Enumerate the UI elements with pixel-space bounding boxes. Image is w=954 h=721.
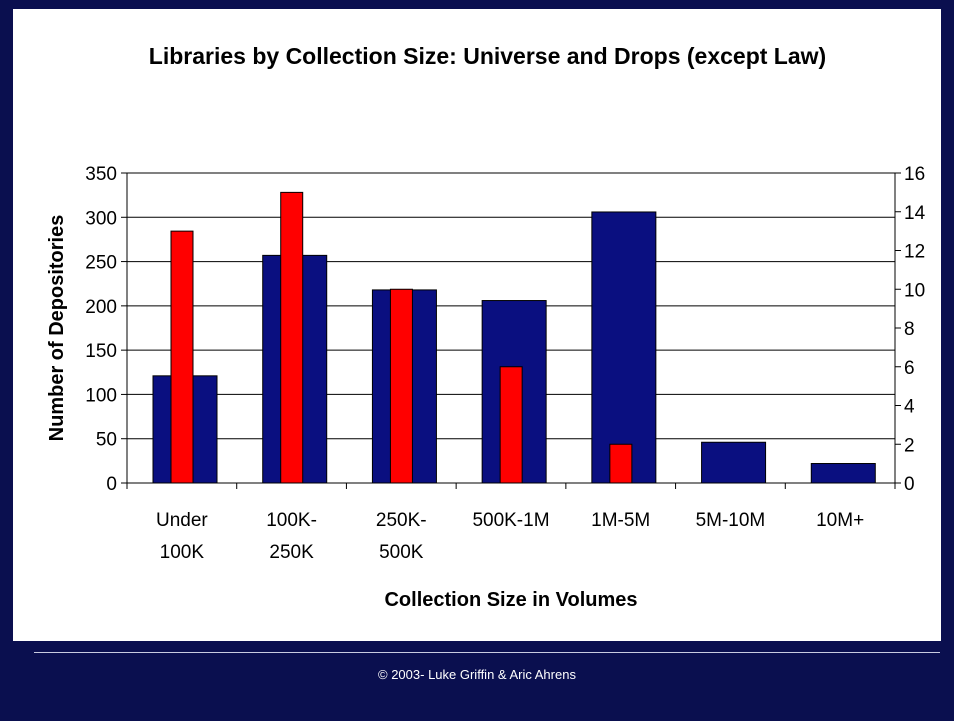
- y-tick-label-right: 8: [904, 319, 915, 340]
- x-tick-label: 500K-1M: [472, 510, 549, 531]
- y-tick-label-left: 250: [85, 253, 117, 274]
- y-axis-title: Number of Depositories: [46, 215, 68, 442]
- x-tick-label: 1M-5M: [591, 510, 650, 531]
- x-tick-label: 250K-: [376, 510, 427, 531]
- x-tick-label: 5M-10M: [696, 510, 766, 531]
- y-tick-label-right: 6: [904, 358, 915, 379]
- x-tick-label: Under: [156, 510, 208, 531]
- bar-drops: [280, 191, 304, 484]
- bar-universe: [701, 441, 767, 484]
- y-tick-label-left: 0: [106, 474, 117, 495]
- bar-drops: [609, 443, 633, 484]
- bar-drops: [170, 230, 194, 484]
- x-tick-label: 100K: [160, 542, 205, 563]
- y-tick-label-right: 4: [904, 397, 915, 418]
- y-tick-label-right: 16: [904, 164, 925, 185]
- y-tick-label-left: 200: [85, 297, 117, 318]
- copyright-text: © 2003- Luke Griffin & Aric Ahrens: [378, 667, 576, 682]
- x-tick-label: 100K-: [266, 510, 317, 531]
- y-tick-label-right: 12: [904, 242, 925, 263]
- slide-panel: [13, 9, 941, 641]
- bar-drops: [499, 366, 523, 484]
- x-axis-title: Collection Size in Volumes: [384, 589, 637, 611]
- y-tick-label-right: 10: [904, 280, 925, 301]
- footer-divider: [34, 652, 940, 653]
- bar-drops: [389, 288, 413, 484]
- y-tick-label-left: 150: [85, 341, 117, 362]
- x-tick-label: 10M+: [816, 510, 864, 531]
- y-tick-label-left: 50: [96, 430, 117, 451]
- bar-universe: [810, 463, 876, 484]
- y-tick-label-left: 300: [85, 208, 117, 229]
- y-tick-label-left: 100: [85, 385, 117, 406]
- x-tick-label: 250K: [269, 542, 314, 563]
- chart-title: Libraries by Collection Size: Universe a…: [148, 43, 827, 69]
- x-tick-label: 500K: [379, 542, 424, 563]
- y-tick-label-right: 14: [904, 203, 926, 224]
- y-tick-label-right: 2: [904, 435, 915, 456]
- y-tick-label-right: 0: [904, 474, 915, 495]
- bar-universe: [591, 211, 657, 484]
- y-tick-label-left: 350: [85, 164, 117, 185]
